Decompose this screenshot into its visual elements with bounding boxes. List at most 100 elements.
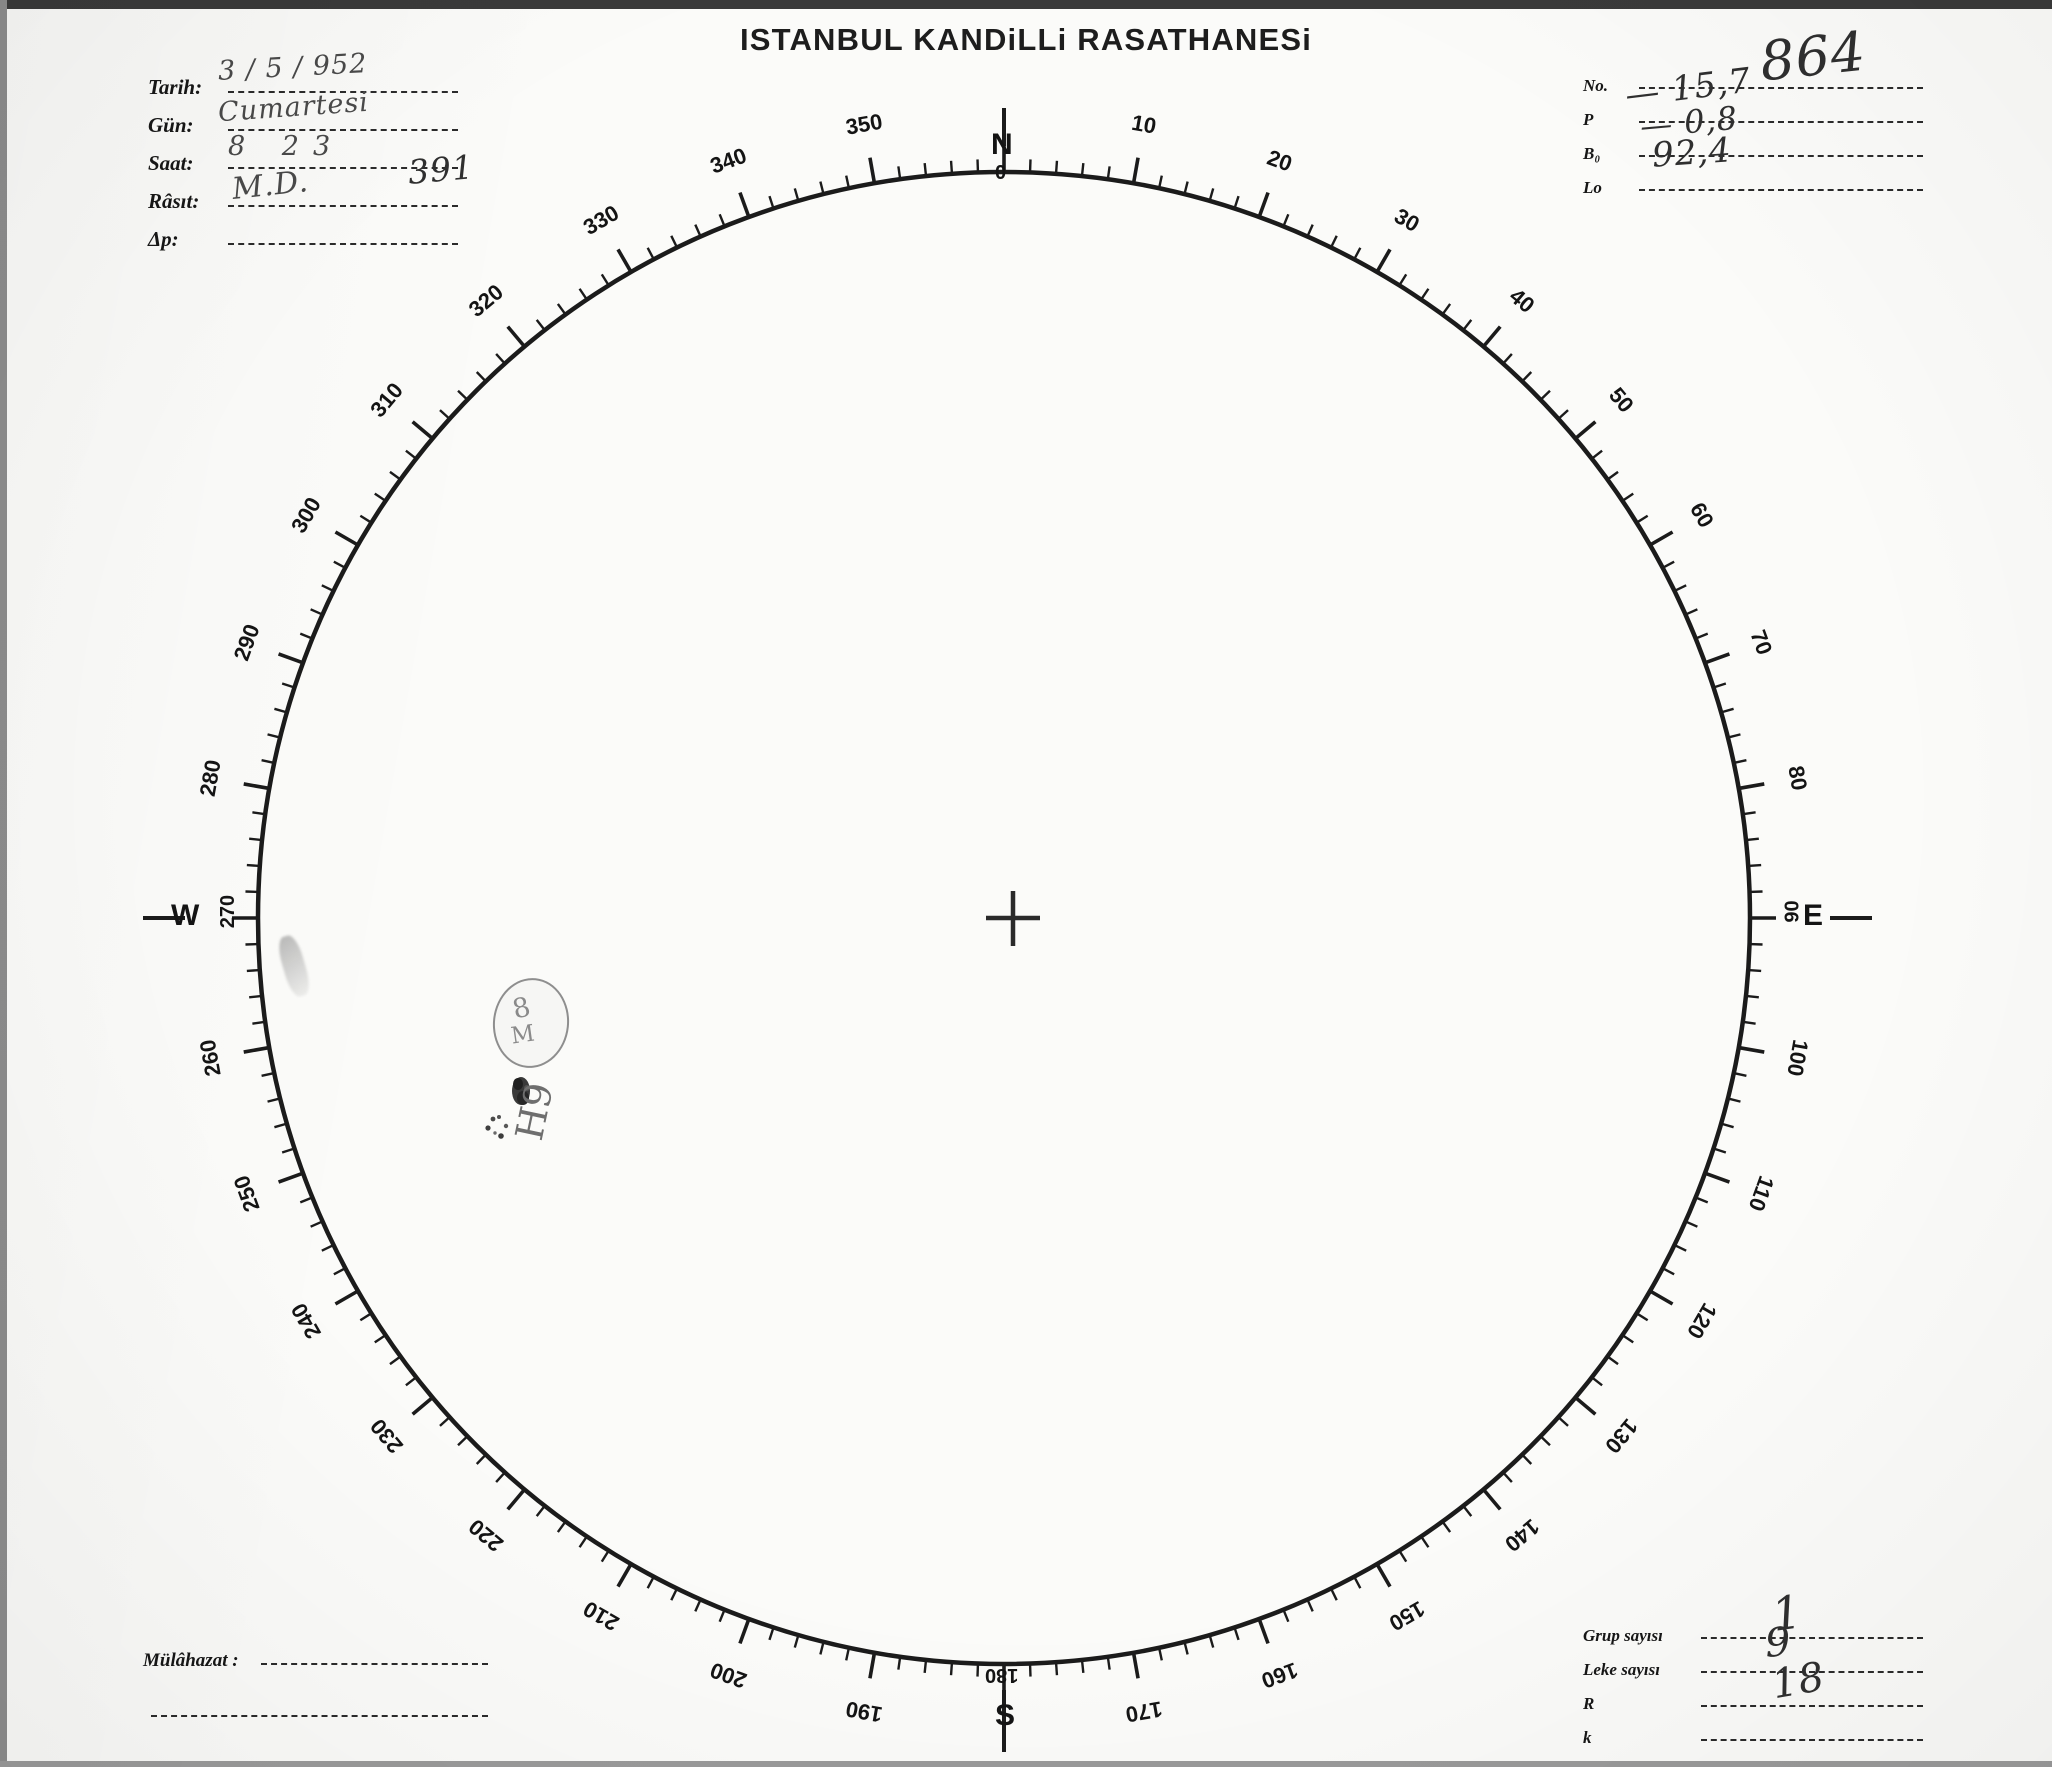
minor-tick [1727,733,1741,739]
minor-tick [1662,560,1675,569]
angle-label: 330 [579,200,623,240]
position-angle-ticks [232,146,1776,1690]
minor-tick [495,353,506,365]
major-tick [1257,1618,1270,1645]
minor-tick [718,213,726,227]
cardinal-degrees-e: 90 [1781,900,1804,923]
major-tick [1649,1289,1674,1306]
minor-tick [1636,1312,1649,1322]
minor-tick [1441,303,1452,316]
minor-tick [1695,632,1709,640]
minor-tick [1748,968,1762,973]
measurement-row-lo[interactable]: Lo [1583,164,1923,198]
minor-tick [1557,1416,1569,1427]
angle-label: 190 [844,1696,885,1727]
minor-tick [923,163,928,177]
cardinal-degrees-s: 180 [985,1664,1019,1686]
minor-tick [1591,449,1603,460]
major-tick [506,325,526,348]
major-tick [1131,1652,1140,1679]
count-label-leke: Leke sayısı [1583,1660,1660,1679]
major-tick [738,191,751,218]
measurement-row-p[interactable]: P [1583,96,1923,130]
minor-tick [1685,1220,1698,1228]
minor-tick [1621,1334,1634,1344]
minor-tick [299,632,313,640]
minor-tick [949,160,954,174]
minor-tick [923,1659,928,1673]
angle-label: 230 [365,1414,408,1458]
field-dotted-rule [228,204,458,207]
field-label-tarih: Tarih: [148,75,203,99]
major-tick [243,782,270,791]
field-dotted-rule [228,166,458,169]
minor-tick [897,1656,902,1670]
angle-label: 320 [464,279,508,322]
minor-tick [845,175,851,189]
minor-tick [374,492,387,502]
minor-tick [793,1634,800,1648]
major-tick [1704,1171,1731,1184]
count-label-r: R [1583,1694,1595,1713]
minor-tick [578,1535,588,1548]
measurements-block: No. P B₀ Lo [1583,62,1923,198]
angle-label: 110 [1744,1173,1780,1215]
minor-tick [1502,1471,1513,1483]
angle-label: 200 [707,1657,750,1693]
count-label-k: k [1583,1728,1592,1747]
measurement-dotted-rule [1639,86,1923,89]
minor-tick [261,1071,275,1077]
minor-tick [949,1662,954,1676]
form-row-gun[interactable]: Gün: [148,100,458,138]
scan-edge-left [0,0,7,1767]
minor-tick [310,1220,323,1228]
major-tick [1738,1045,1765,1054]
page-title: ISTANBUL KANDiLLi RASATHANESi [739,22,1313,57]
minor-tick [897,166,902,180]
form-row-deltap[interactable]: Δp: [148,214,458,252]
scan-edge-bottom [0,1761,2052,1767]
minor-tick [1720,1122,1734,1129]
major-tick [411,420,434,440]
minor-tick [1539,389,1551,401]
angle-label: 240 [286,1299,326,1343]
field-dotted-rule [228,242,458,245]
cardinal-degrees-n: 0 [995,162,1007,184]
minor-tick [1502,353,1513,365]
sunspot-pores [485,1115,509,1139]
count-row-r[interactable]: R [1583,1680,1923,1714]
minor-tick [1054,160,1059,174]
minor-tick [646,247,655,260]
minor-tick [1420,288,1430,301]
sunspot-inner-mark-2: M [509,1020,537,1050]
minor-tick [457,1435,469,1447]
angle-label: 300 [286,493,326,537]
minor-tick [819,1641,825,1655]
remarks-row-1[interactable]: Mülâhazat : [143,1620,488,1672]
minor-tick [1054,1662,1059,1676]
measurement-row-no[interactable]: No. [1583,62,1923,96]
minor-tick [274,707,288,714]
angle-label: 220 [464,1514,508,1557]
form-row-saat[interactable]: Saat: [148,138,458,176]
minor-tick [1208,188,1215,202]
remarks-row-2[interactable] [143,1672,488,1724]
form-row-tarih[interactable]: Tarih: [148,62,458,100]
minor-tick [694,1599,702,1612]
angle-label: 310 [365,378,408,422]
minor-tick [439,409,451,420]
angle-label: 130 [1600,1414,1643,1458]
minor-tick [1398,273,1408,286]
form-row-rasit[interactable]: Râsıt: [148,176,458,214]
angle-label: 10 [1130,110,1158,139]
minor-tick [845,1647,851,1661]
minor-tick [1106,1656,1111,1670]
measurement-label-b0: B₀ [1583,144,1601,163]
major-tick [1482,1488,1502,1511]
measurement-row-b0[interactable]: B₀ [1583,130,1923,164]
count-row-k[interactable]: k [1583,1714,1923,1748]
minor-tick [1521,371,1533,383]
count-row-grup[interactable]: Grup sayısı [1583,1612,1923,1646]
count-row-leke[interactable]: Leke sayısı [1583,1646,1923,1680]
major-tick [1574,1396,1597,1416]
